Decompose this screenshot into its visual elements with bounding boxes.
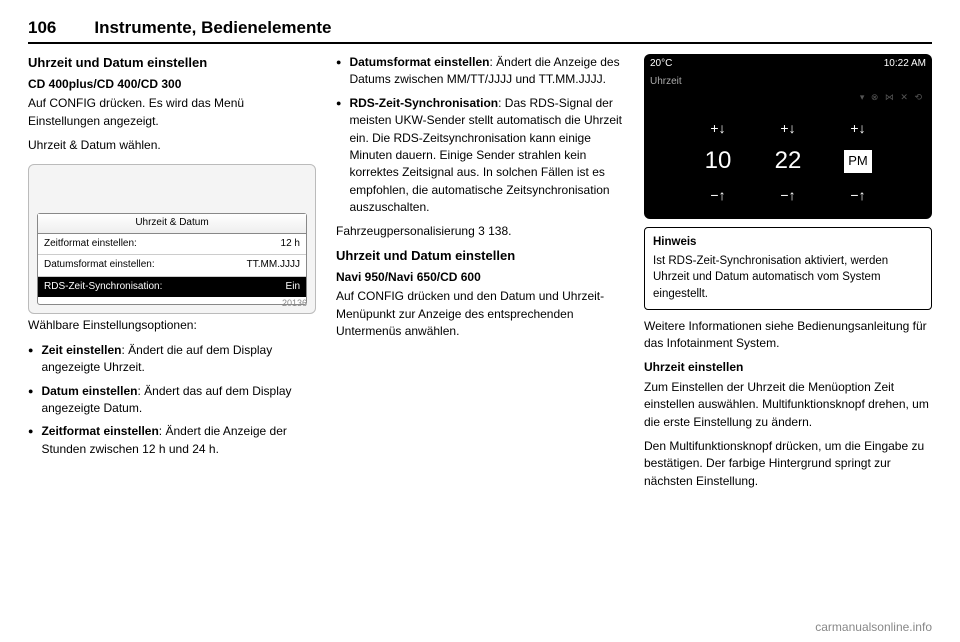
- body-text: Auf CONFIG drücken und den Datum und Uhr…: [336, 288, 624, 340]
- minute-value: 22: [762, 144, 814, 179]
- time-screen-icons: ▾ ⊗ ⋈ ✕ ⟲: [644, 91, 932, 104]
- bullet-list: Datumsformat einstellen: Ändert die Anze…: [336, 54, 624, 217]
- body-text: Wählbare Einstellungsoptionen:: [28, 317, 316, 334]
- manual-page: 106 Instrumente, Bedienelemente Uhrzeit …: [0, 0, 960, 507]
- body-text: Uhrzeit & Datum wählen.: [28, 137, 316, 154]
- clock-indicator: 10:22 AM: [884, 57, 926, 72]
- settings-row-label: Zeitformat einstellen:: [44, 237, 137, 252]
- list-item-bold: Zeit einstellen: [41, 343, 121, 357]
- ampm-up-button[interactable]: +↓: [832, 118, 884, 138]
- footer-watermark: carmanualsonline.info: [815, 620, 932, 634]
- settings-row-value: TT.MM.JJJJ: [247, 258, 300, 273]
- column-1: Uhrzeit und Datum einstellen CD 400plus/…: [28, 54, 316, 497]
- time-screen-body: +↓ +↓ +↓ 10 22 PM −↑ −↑ −↑: [644, 104, 932, 219]
- body-text: Weitere Informationen siehe Bedienungsan…: [644, 318, 932, 353]
- section-heading: Uhrzeit und Datum einstellen: [28, 54, 316, 73]
- body-text: Auf CONFIG drücken. Es wird das Menü Ein…: [28, 95, 316, 130]
- settings-row: Zeitformat einstellen: 12 h: [38, 234, 306, 256]
- section-heading: Uhrzeit und Datum einstellen: [336, 247, 624, 266]
- settings-screen-title: Uhrzeit & Datum: [38, 214, 306, 234]
- settings-row-label: Datumsformat einstellen:: [44, 258, 155, 273]
- list-item: Zeitformat einstellen: Ändert die Anzeig…: [28, 423, 316, 458]
- list-item-bold: Datum einstellen: [41, 384, 137, 398]
- settings-screen-frame: Uhrzeit & Datum Zeitformat einstellen: 1…: [37, 213, 307, 305]
- body-text: Den Multifunktionsknopf drücken, um die …: [644, 438, 932, 490]
- content-columns: Uhrzeit und Datum einstellen CD 400plus/…: [28, 54, 932, 497]
- settings-row-value: 12 h: [281, 237, 300, 252]
- settings-row-label: RDS-Zeit-Synchronisation:: [44, 280, 162, 295]
- subsection-heading: Uhrzeit einstellen: [644, 359, 932, 376]
- temperature-indicator: 20°C: [650, 57, 672, 72]
- time-adjust-grid: +↓ +↓ +↓ 10 22 PM −↑ −↑ −↑: [692, 118, 884, 205]
- hour-value: 10: [692, 144, 744, 179]
- time-screen-statusbar: 20°C 10:22 AM: [644, 54, 932, 75]
- page-number: 106: [28, 18, 56, 38]
- settings-screen-figure: Uhrzeit & Datum Zeitformat einstellen: 1…: [28, 164, 316, 314]
- column-2: Datumsformat einstellen: Ändert die Anze…: [336, 54, 624, 497]
- settings-row-selected: RDS-Zeit-Synchronisation: Ein: [38, 277, 306, 298]
- body-text: Fahrzeugpersonalisierung 3 138.: [336, 223, 624, 240]
- body-text: Zum Einstellen der Uhrzeit die Menüoptio…: [644, 379, 932, 431]
- page-reference: 3 138: [478, 224, 508, 238]
- time-screen-figure: 20°C 10:22 AM Uhrzeit ▾ ⊗ ⋈ ✕ ⟲ +↓ +↓ +↓…: [644, 54, 932, 219]
- settings-row-value: Ein: [286, 280, 300, 295]
- settings-row: Datumsformat einstellen: TT.MM.JJJJ: [38, 255, 306, 277]
- column-3: 20°C 10:22 AM Uhrzeit ▾ ⊗ ⋈ ✕ ⟲ +↓ +↓ +↓…: [644, 54, 932, 497]
- list-item: Datum einstellen: Ändert das auf dem Dis…: [28, 383, 316, 418]
- minute-up-button[interactable]: +↓: [762, 118, 814, 138]
- hour-up-button[interactable]: +↓: [692, 118, 744, 138]
- bullet-list: Zeit einstellen: Ändert die auf dem Disp…: [28, 342, 316, 458]
- list-item-bold: RDS-Zeit-Synchronisation: [349, 96, 498, 110]
- list-item: Zeit einstellen: Ändert die auf dem Disp…: [28, 342, 316, 377]
- list-item-bold: Datumsformat einstellen: [349, 55, 489, 69]
- chapter-title: Instrumente, Bedienelemente: [94, 18, 331, 38]
- model-line: Navi 950/Navi 650/CD 600: [336, 269, 624, 286]
- ampm-value: PM: [832, 150, 884, 173]
- hour-down-button[interactable]: −↑: [692, 185, 744, 205]
- minute-down-button[interactable]: −↑: [762, 185, 814, 205]
- list-item: Datumsformat einstellen: Ändert die Anze…: [336, 54, 624, 89]
- note-title: Hinweis: [653, 234, 923, 251]
- list-item: RDS-Zeit-Synchronisation: Das RDS-Signal…: [336, 95, 624, 217]
- note-box: Hinweis Ist RDS-Zeit-Synchronisation akt…: [644, 227, 932, 310]
- list-item-bold: Zeitformat einstellen: [41, 424, 158, 438]
- page-header: 106 Instrumente, Bedienelemente: [28, 18, 932, 44]
- note-body: Ist RDS-Zeit-Synchronisation aktiviert, …: [653, 253, 923, 303]
- figure-caption: 20136: [282, 297, 307, 310]
- list-item-text: : Das RDS-Signal der meisten UKW-Sender …: [349, 96, 622, 214]
- model-line: CD 400plus/CD 400/CD 300: [28, 76, 316, 93]
- time-screen-label: Uhrzeit: [644, 75, 932, 92]
- ampm-down-button[interactable]: −↑: [832, 185, 884, 205]
